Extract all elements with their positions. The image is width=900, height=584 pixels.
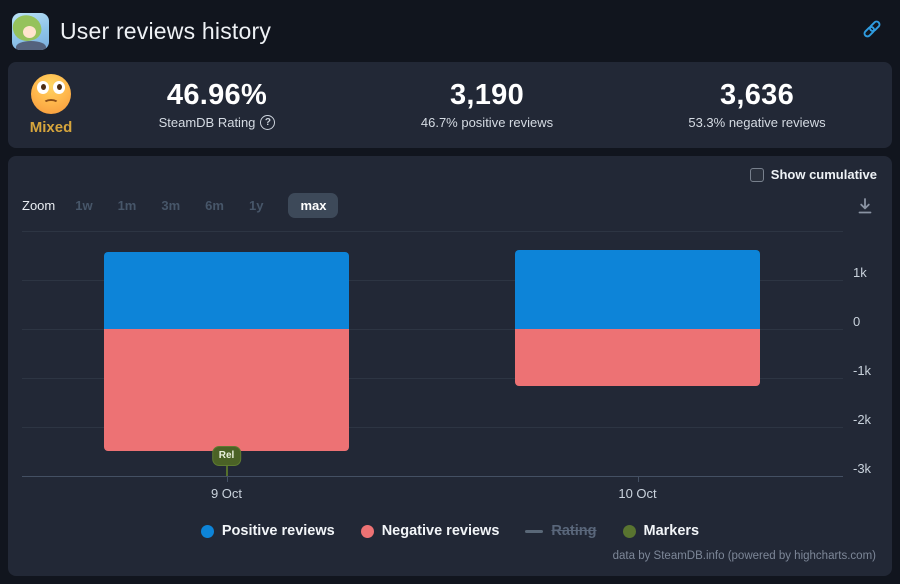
negative-reviews-value: 3,636 <box>719 78 795 111</box>
emoji-eye <box>37 81 49 94</box>
steamdb-rating-caption: SteamDB Rating ? <box>82 115 352 131</box>
x-axis-label: 10 Oct <box>618 486 657 501</box>
zoom-option-6m: 6m <box>205 197 224 213</box>
steamdb-rating-stat: 46.96% SteamDB Rating ? <box>82 78 352 131</box>
positive-reviews-caption-text: 46.7% positive reviews <box>420 115 554 131</box>
game-icon <box>12 12 49 50</box>
negative-reviews-caption: 53.3% negative reviews <box>622 115 892 130</box>
zoom-option-1y: 1y <box>248 197 264 213</box>
legend-item-negative-reviews[interactable]: Negative reviews <box>360 523 500 539</box>
y-axis-label: -2k <box>853 412 872 427</box>
chart-panel: Show cumulative Zoom 1w 1m 3m 6m 1y max 1k 0 -1… <box>8 156 892 576</box>
x-axis-tick <box>226 476 228 482</box>
zoom-option-3m: 3m <box>161 197 181 213</box>
negative-reviews-bar[interactable] <box>515 329 760 386</box>
zoom-option-1m: 1m <box>117 197 137 213</box>
worried-face-emoji-icon <box>31 74 71 114</box>
zoom-option-max[interactable]: max <box>288 192 339 218</box>
legend-marker-positive-reviews <box>200 524 214 538</box>
show-cumulative-label: Show cumulative <box>770 167 877 182</box>
positive-reviews-stat: 3,190 46.7% positive reviews <box>352 78 622 131</box>
chart-legend: Positive reviews Negative reviews Rating Ma… <box>8 523 892 539</box>
summary-panel: Mixed 46.96% SteamDB Rating ? 3,190 46.7… <box>8 62 892 148</box>
steamdb-rating-value: 46.96% <box>166 78 268 111</box>
legend-label: Negative reviews <box>381 523 500 539</box>
positive-reviews-value: 3,190 <box>449 78 525 111</box>
gridline <box>22 329 843 330</box>
legend-label: Rating <box>551 523 597 539</box>
download-icon[interactable] <box>855 196 875 216</box>
page-header: User reviews history <box>0 0 900 62</box>
negative-reviews-caption-text: 53.3% negative reviews <box>688 115 826 131</box>
zoom-options: 1w 1m 3m 6m 1y max <box>75 192 339 218</box>
zoom-controls: Zoom 1w 1m 3m 6m 1y max <box>22 192 339 218</box>
game-icon-art <box>16 40 46 50</box>
sentiment-label: Mixed <box>29 119 73 136</box>
gridline <box>22 378 843 379</box>
legend-item-rating[interactable]: Rating <box>525 523 597 539</box>
zoom-option-1w: 1w <box>75 197 93 213</box>
x-axis-label: 9 Oct <box>210 486 243 501</box>
help-icon[interactable]: ? <box>260 115 276 131</box>
review-sentiment: Mixed <box>20 74 82 136</box>
positive-reviews-bar[interactable] <box>515 249 760 329</box>
y-axis-label: 0 <box>853 314 861 329</box>
legend-marker-rating <box>525 529 544 533</box>
release-marker-stem <box>225 466 228 476</box>
zoom-label: Zoom <box>22 197 56 213</box>
emoji-eye <box>53 81 65 94</box>
legend-item-markers[interactable]: Markers <box>622 523 700 539</box>
show-cumulative-checkbox[interactable] <box>749 167 764 182</box>
game-icon-art <box>23 25 36 38</box>
positive-reviews-caption: 46.7% positive reviews <box>352 115 622 130</box>
legend-marker-negative-reviews <box>360 524 374 538</box>
permalink-link-icon[interactable] <box>861 18 883 40</box>
show-cumulative-toggle[interactable]: Show cumulative <box>749 167 877 182</box>
y-axis-label: 1k <box>853 265 867 280</box>
chart-plot-area: 1k 0 -1k -2k -3k 9 Oct 10 Oct Rel <box>22 231 871 501</box>
chart-credits: data by SteamDB.info (powered by highcha… <box>612 550 876 562</box>
y-axis-label: -1k <box>853 363 872 378</box>
gridline <box>22 280 843 281</box>
legend-label: Positive reviews <box>221 523 335 539</box>
emoji-mouth <box>43 99 59 108</box>
y-axis-label: -3k <box>853 461 872 476</box>
gridline <box>22 427 843 428</box>
positive-reviews-bar[interactable] <box>104 252 349 329</box>
negative-reviews-stat: 3,636 53.3% negative reviews <box>622 78 892 131</box>
steamdb-rating-caption-text: SteamDB Rating <box>158 115 256 131</box>
legend-label: Markers <box>643 523 700 539</box>
x-axis-tick <box>637 476 639 482</box>
negative-reviews-bar[interactable] <box>104 329 349 451</box>
page-title: User reviews history <box>60 17 272 44</box>
legend-marker-markers <box>622 524 636 538</box>
gridline <box>22 476 843 477</box>
release-marker[interactable]: Rel <box>211 446 242 466</box>
gridline <box>22 231 843 232</box>
legend-item-positive-reviews[interactable]: Positive reviews <box>200 523 335 539</box>
